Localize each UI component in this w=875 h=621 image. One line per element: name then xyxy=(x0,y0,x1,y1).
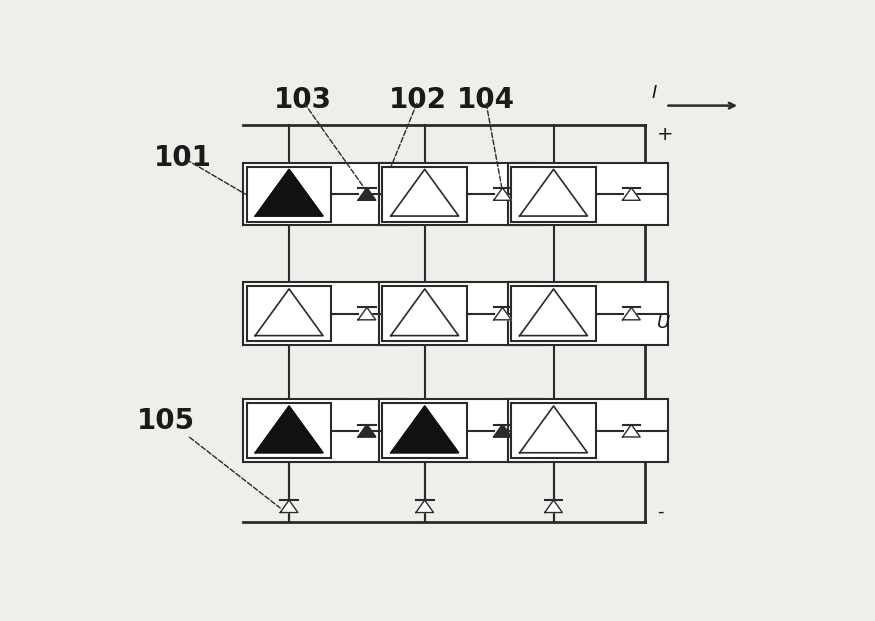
Text: U: U xyxy=(657,314,670,332)
Polygon shape xyxy=(358,307,375,320)
Bar xyxy=(511,286,596,341)
Bar xyxy=(247,166,332,222)
Polygon shape xyxy=(520,289,587,335)
Polygon shape xyxy=(493,307,511,320)
Text: I: I xyxy=(652,84,657,102)
Text: 101: 101 xyxy=(153,144,212,172)
Text: 105: 105 xyxy=(136,407,194,435)
Polygon shape xyxy=(391,406,458,453)
Polygon shape xyxy=(255,170,323,216)
Text: 104: 104 xyxy=(457,86,514,114)
Polygon shape xyxy=(520,170,587,216)
Polygon shape xyxy=(255,289,323,335)
Polygon shape xyxy=(255,406,323,453)
Bar xyxy=(379,163,540,225)
Polygon shape xyxy=(622,307,640,320)
Text: +: + xyxy=(657,125,674,144)
Polygon shape xyxy=(545,500,563,512)
Bar xyxy=(382,403,467,458)
Polygon shape xyxy=(622,188,640,201)
Polygon shape xyxy=(520,406,587,453)
Polygon shape xyxy=(280,500,298,512)
Bar xyxy=(243,163,404,225)
Bar xyxy=(507,283,668,345)
Bar xyxy=(243,283,404,345)
Polygon shape xyxy=(358,188,375,201)
Bar xyxy=(511,403,596,458)
Bar xyxy=(507,163,668,225)
Bar xyxy=(382,166,467,222)
Text: -: - xyxy=(657,503,664,521)
Bar xyxy=(382,286,467,341)
Bar xyxy=(247,286,332,341)
Polygon shape xyxy=(391,170,458,216)
Bar xyxy=(243,399,404,462)
Polygon shape xyxy=(493,188,511,201)
Bar xyxy=(507,399,668,462)
Bar xyxy=(379,283,540,345)
Bar xyxy=(247,403,332,458)
Polygon shape xyxy=(493,425,511,437)
Bar xyxy=(511,166,596,222)
Polygon shape xyxy=(416,500,433,512)
Bar xyxy=(379,399,540,462)
Text: 102: 102 xyxy=(388,86,447,114)
Polygon shape xyxy=(391,289,458,335)
Polygon shape xyxy=(622,425,640,437)
Text: 103: 103 xyxy=(274,86,332,114)
Polygon shape xyxy=(358,425,375,437)
